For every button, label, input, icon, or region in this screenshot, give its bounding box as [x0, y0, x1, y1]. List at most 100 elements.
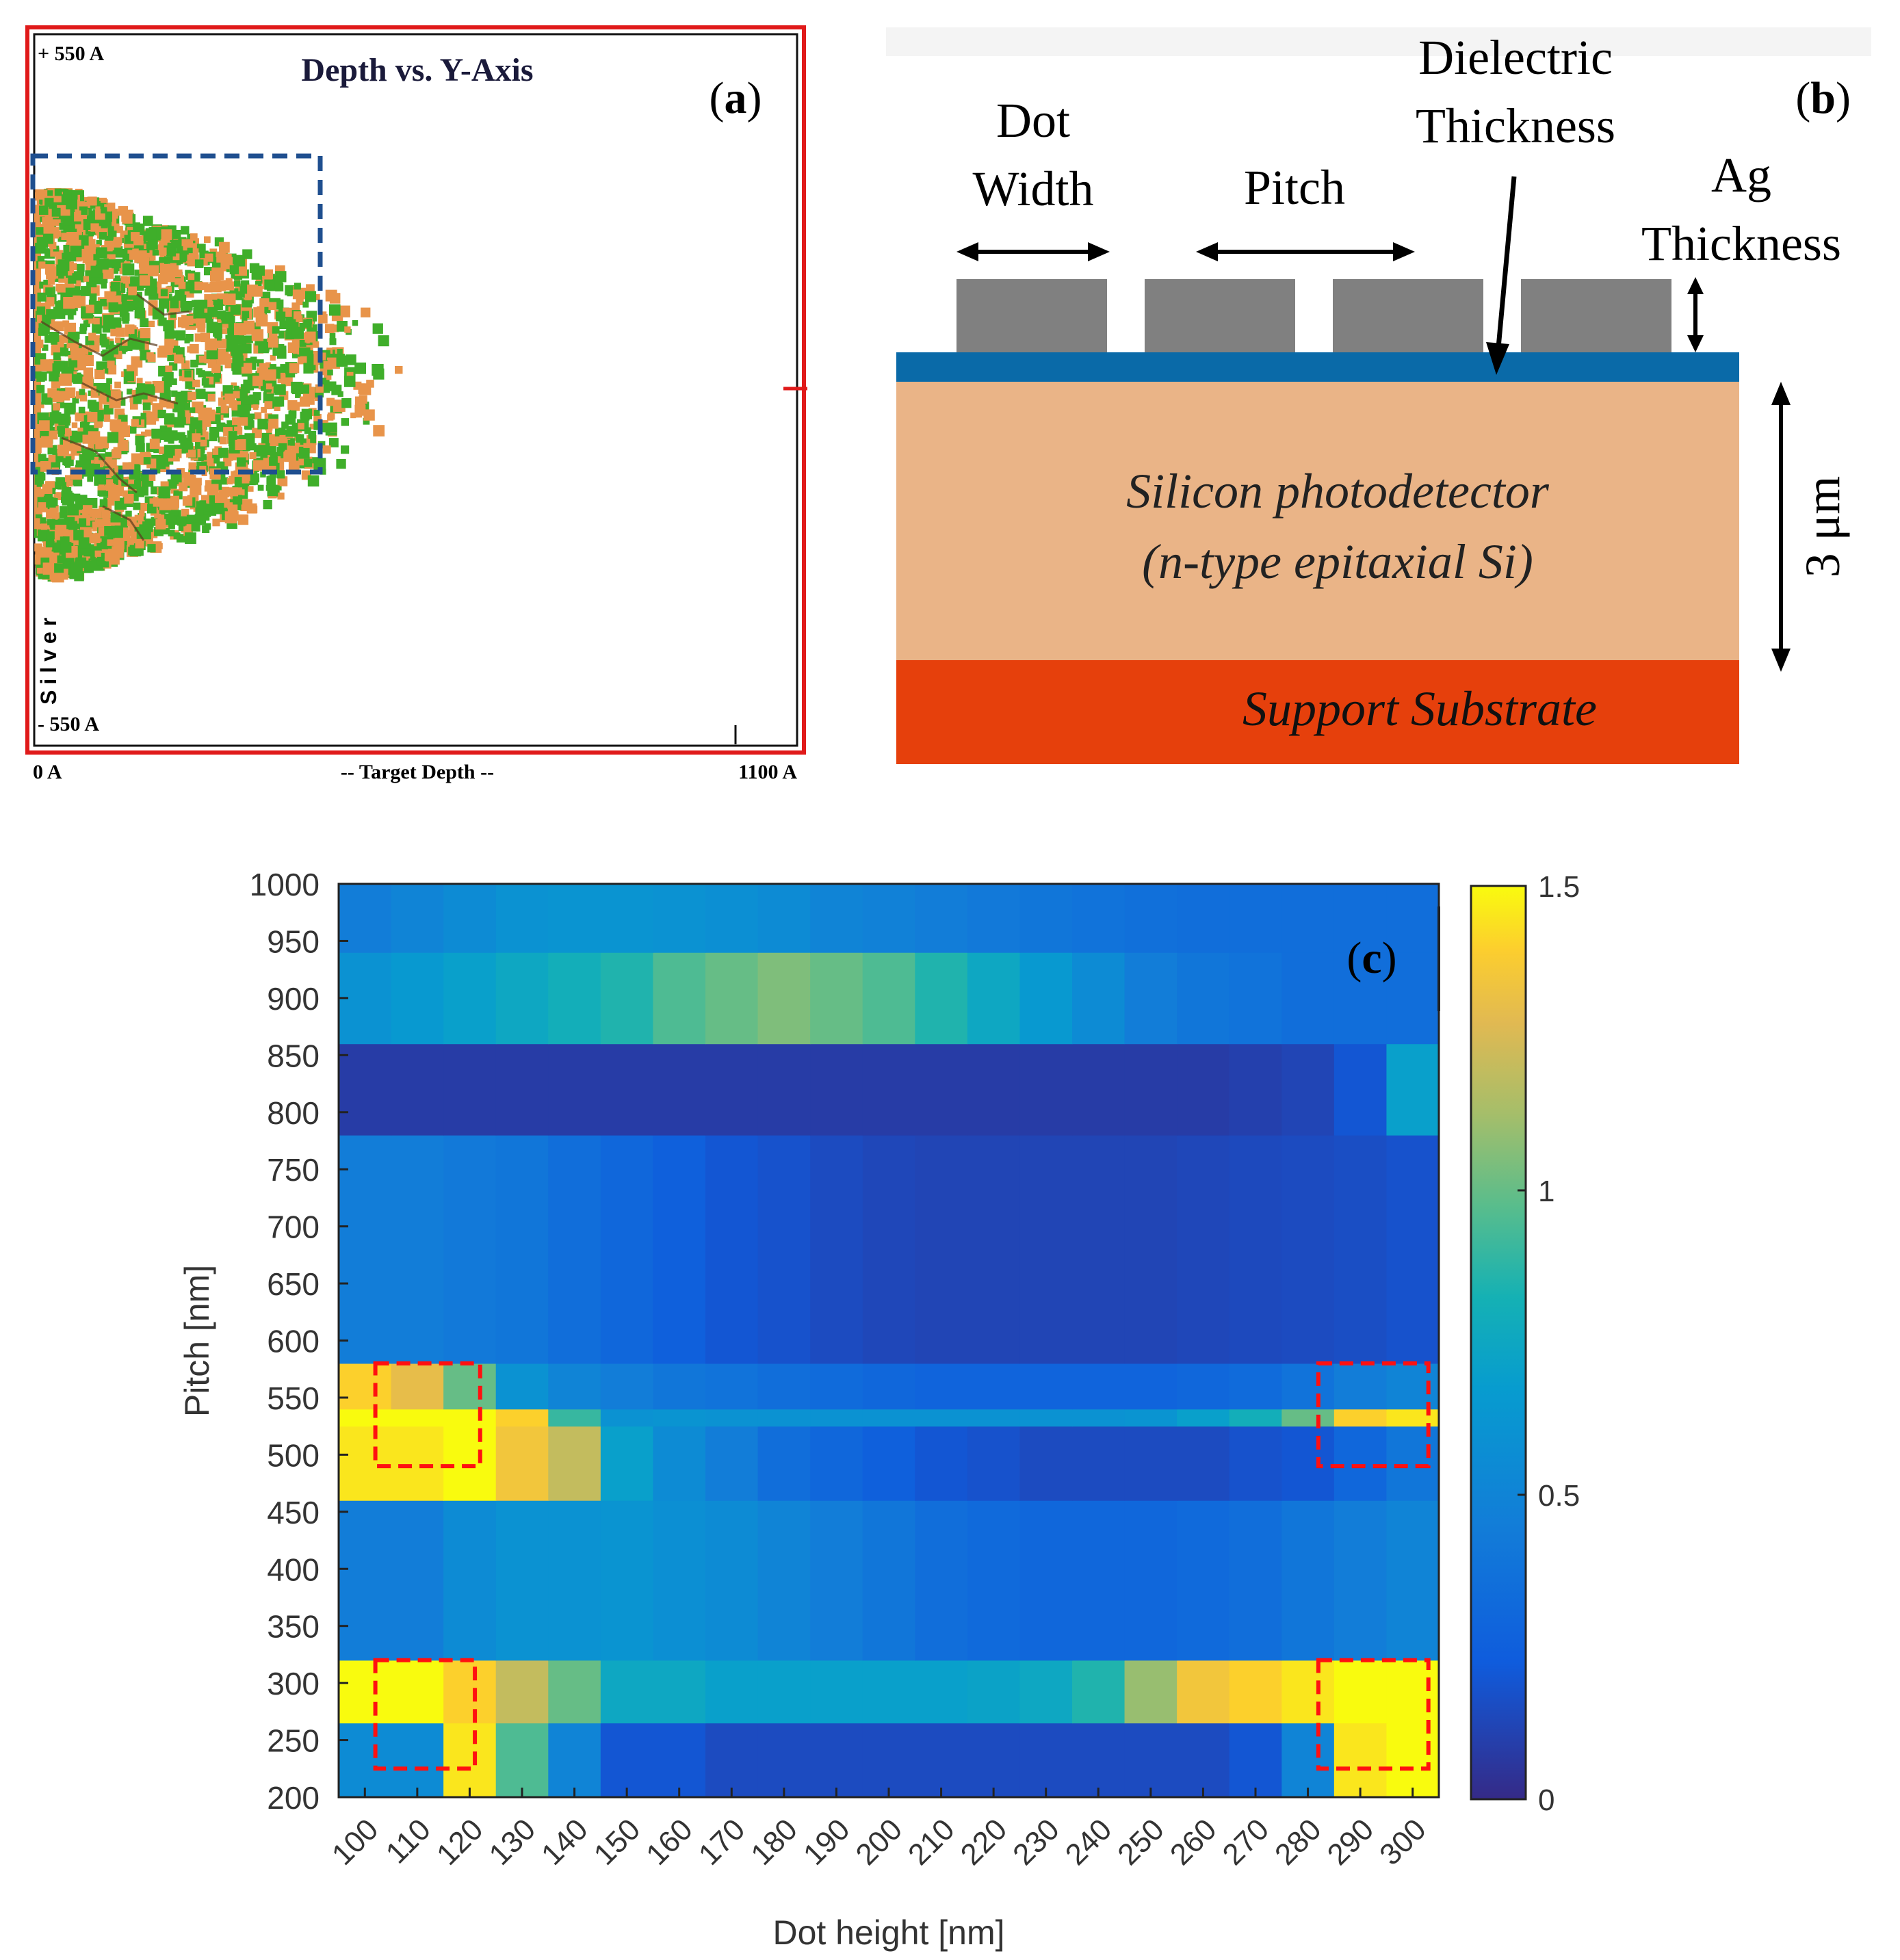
ion-speck — [53, 199, 60, 205]
ion-speck — [47, 531, 55, 540]
x-tick-label: 270 — [1216, 1812, 1276, 1872]
ion-speck — [245, 395, 254, 405]
ion-speck — [255, 337, 263, 346]
ion-speck — [179, 435, 187, 443]
ion-speck — [58, 276, 66, 283]
ion-speck — [265, 383, 272, 390]
ion-speck — [164, 339, 174, 349]
ion-speck — [324, 324, 335, 333]
ion-speck — [122, 317, 129, 324]
ion-speck — [261, 452, 268, 458]
ion-speck — [272, 326, 280, 334]
y-tick-label: 800 — [267, 1095, 320, 1131]
ion-speck — [105, 452, 112, 459]
ion-speck — [274, 404, 281, 411]
ion-speck — [99, 499, 108, 508]
ion-speck — [234, 280, 241, 287]
ion-speck — [232, 355, 244, 367]
ion-speck — [96, 247, 107, 259]
ion-speck — [71, 348, 83, 361]
ion-speck — [200, 258, 208, 266]
ion-speck — [149, 498, 155, 504]
ion-speck — [249, 443, 257, 451]
y-tick-label: 500 — [267, 1437, 320, 1473]
heatmap-cell — [391, 1660, 444, 1724]
ion-speck — [153, 447, 159, 454]
ion-speck — [67, 504, 79, 516]
ion-speck — [114, 275, 121, 281]
heatmap-cell — [1019, 1363, 1073, 1410]
ion-speck — [79, 389, 86, 395]
ion-speck — [304, 342, 313, 351]
ion-speck — [66, 232, 79, 244]
ion-speck — [87, 521, 95, 529]
heatmap-cell — [339, 1363, 392, 1410]
ion-speck — [58, 272, 64, 279]
ion-speck — [225, 281, 235, 291]
x-tick-label: 300 — [1373, 1812, 1433, 1872]
ion-speck — [93, 318, 100, 325]
heatmap-cell — [391, 1426, 444, 1501]
ion-speck — [151, 486, 159, 495]
ion-speck — [194, 259, 204, 268]
ion-speck — [35, 371, 42, 379]
ion-speck — [83, 505, 93, 515]
y-tick-label: 750 — [267, 1152, 320, 1188]
y-tick-label: 900 — [267, 981, 320, 1017]
ion-speck — [102, 517, 110, 525]
heatmap-cell — [443, 1043, 497, 1136]
ion-speck — [66, 480, 73, 487]
ion-speck — [322, 445, 331, 454]
ion-speck — [294, 311, 302, 319]
panel-c-letter: c — [1362, 933, 1381, 983]
highlight-box — [373, 1361, 482, 1469]
ion-speck — [168, 437, 174, 444]
heatmap-cell — [862, 1723, 915, 1798]
ion-speck — [259, 298, 270, 309]
panel-b: (b) Dot Width Pitch Dielectric Thickness… — [886, 27, 1871, 764]
heatmap-cell — [915, 1409, 968, 1427]
ion-speck — [74, 285, 81, 291]
heatmap-cell — [757, 884, 811, 953]
ion-speck — [304, 331, 316, 343]
heatmap-cell — [1229, 1363, 1282, 1410]
colorbar-tick-label: 1.5 — [1538, 870, 1580, 904]
heatmap-cell — [1124, 1363, 1177, 1410]
ion-speck — [321, 384, 330, 393]
ion-speck — [51, 338, 57, 345]
ion-speck — [350, 413, 356, 419]
heatmap-cell — [391, 1409, 444, 1427]
ion-speck — [39, 205, 49, 215]
ion-speck — [175, 391, 187, 404]
ion-speck — [166, 293, 172, 300]
ion-distribution — [34, 188, 403, 583]
ion-speck — [75, 254, 82, 262]
ion-speck — [373, 425, 385, 436]
ion-speck — [102, 324, 111, 333]
ion-speck — [68, 454, 75, 460]
heatmap-cell — [757, 1363, 811, 1410]
heatmap-cell — [810, 1723, 863, 1798]
heatmap-cell — [1386, 1043, 1440, 1136]
ion-speck — [177, 516, 187, 526]
ion-speck — [136, 378, 143, 384]
heatmap-cell — [1124, 1043, 1177, 1136]
heatmap-cell — [495, 1135, 549, 1364]
ion-speck — [164, 256, 172, 264]
ion-speck — [36, 306, 46, 315]
ion-speck — [140, 327, 151, 339]
ion-speck — [185, 532, 196, 545]
panel-a-y-top: + 550 A — [38, 42, 104, 65]
heatmap-cell — [548, 1363, 601, 1410]
ion-speck — [313, 414, 322, 422]
ion-speck — [224, 293, 236, 305]
x-tick-label: 210 — [902, 1812, 961, 1872]
ion-speck — [196, 429, 203, 436]
ion-speck — [112, 550, 120, 558]
ion-speck — [128, 286, 137, 296]
ion-speck — [308, 408, 317, 417]
heatmap-cell — [1386, 1723, 1440, 1798]
highlight-box — [1316, 1658, 1431, 1771]
ion-speck — [346, 354, 356, 365]
ion-speck — [166, 247, 177, 257]
